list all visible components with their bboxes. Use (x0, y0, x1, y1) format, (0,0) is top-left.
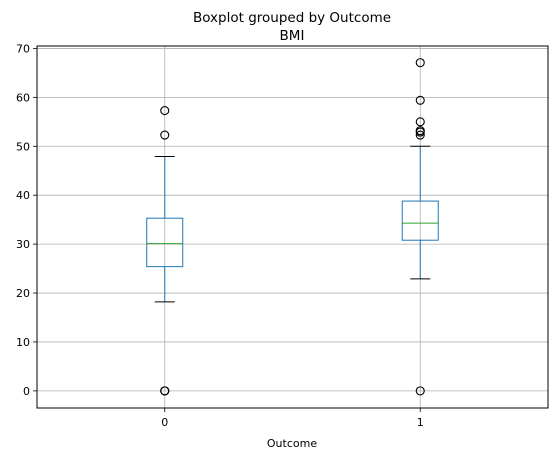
y-tick-label: 20 (16, 287, 30, 300)
outlier-point (160, 106, 170, 116)
outlier-point (415, 126, 425, 136)
x-axis-label: Outcome (267, 437, 317, 450)
outlier-point (415, 95, 425, 105)
y-tick-label: 40 (16, 189, 30, 202)
y-tick-label: 70 (16, 42, 30, 55)
iqr-box (401, 200, 439, 241)
chart-suptitle: Boxplot grouped by Outcome (193, 10, 391, 26)
grid-lines (37, 46, 548, 408)
box-group-0 (146, 106, 184, 396)
y-tick-label: 0 (23, 385, 30, 398)
y-tick-label: 60 (16, 91, 30, 104)
outlier-point (415, 130, 425, 140)
x-tick-label: 0 (161, 416, 168, 429)
outlier-point (415, 117, 425, 127)
x-tick-label: 1 (417, 416, 424, 429)
outlier-point (160, 386, 170, 396)
box-group-1 (401, 58, 439, 396)
axis-ticks: 0 10 20 30 40 50 60 70 0 1 (16, 42, 424, 429)
box-layer (146, 58, 439, 396)
outlier-point (160, 130, 170, 140)
chart-title: BMI (280, 28, 305, 44)
y-tick-label: 30 (16, 238, 30, 251)
y-tick-label: 50 (16, 140, 30, 153)
iqr-box (146, 217, 184, 268)
plot-frame (36, 45, 549, 409)
outlier-point (415, 58, 425, 68)
outlier-point (415, 386, 425, 396)
y-tick-label: 10 (16, 336, 30, 349)
